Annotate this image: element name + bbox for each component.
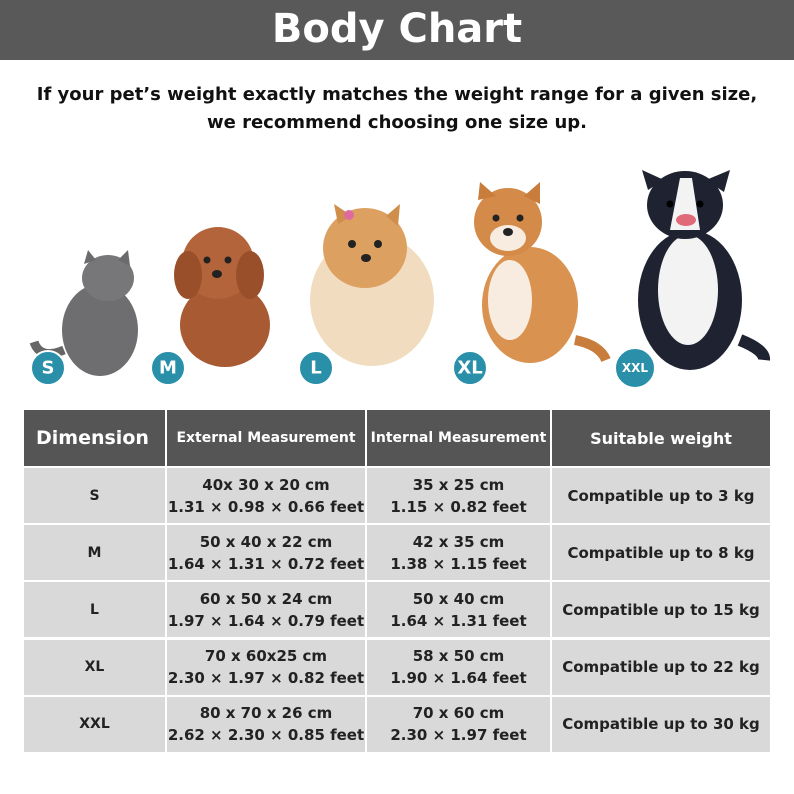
table-cell: 80 x 70 x 26 cm 2.62 × 2.30 × 0.85 feet <box>167 696 365 752</box>
badge-circle <box>150 350 186 386</box>
border-collie <box>638 170 770 370</box>
table-cell: Compatible up to 15 kg <box>552 582 770 638</box>
poodle <box>174 227 270 367</box>
cell-line: 80 x 70 x 26 cm <box>199 704 333 723</box>
cell-line: 70 x 60 cm <box>412 704 505 723</box>
badge-label: XXL <box>622 361 649 375</box>
cell-line: Compatible up to 22 kg <box>562 658 760 677</box>
banner-title: Body Chart <box>0 0 794 60</box>
cell-line: Compatible up to 3 kg <box>567 486 755 505</box>
table-cell: 58 x 50 cm 1.90 × 1.64 feet <box>367 639 550 695</box>
table-cell: L <box>24 582 165 638</box>
table-cell: XL <box>24 639 165 695</box>
cell-line: 1.97 × 1.64 × 0.79 feet <box>167 611 365 630</box>
cell-line: 1.90 × 1.64 feet <box>390 669 527 688</box>
cell-line: 1.64 × 1.31 × 0.72 feet <box>167 554 365 573</box>
table-cell: 40x 30 x 20 cm 1.31 × 0.98 × 0.66 feet <box>167 468 365 523</box>
table-cell: 35 x 25 cm 1.15 × 0.82 feet <box>367 468 550 523</box>
size-label: XL <box>84 659 105 676</box>
cell-line: 1.31 × 0.98 × 0.66 feet <box>167 497 365 516</box>
table-cell: Compatible up to 30 kg <box>552 696 770 752</box>
badge-circle <box>298 350 334 386</box>
badge-label: S <box>42 358 55 379</box>
size-badges: S M L XL XXL <box>30 347 656 389</box>
cell-line: 70 x 60x25 cm <box>204 647 328 666</box>
size-label: XXL <box>79 716 110 733</box>
cat <box>29 250 138 376</box>
header-cell: Internal Measurement <box>367 410 550 466</box>
pomeranian <box>310 204 434 366</box>
table-cell: M <box>24 525 165 581</box>
table-cell: 60 x 50 x 24 cm 1.97 × 1.64 × 0.79 feet <box>167 582 365 638</box>
table-cell: Compatible up to 8 kg <box>552 525 770 581</box>
table-cell: Compatible up to 22 kg <box>552 639 770 695</box>
cell-line: 1.15 × 0.82 feet <box>390 497 527 516</box>
cell-line: 35 x 25 cm <box>412 475 505 494</box>
cell-line: 1.64 × 1.31 feet <box>390 611 527 630</box>
badge-label: M <box>159 358 177 379</box>
table-cell: 42 x 35 cm 1.38 × 1.15 feet <box>367 525 550 581</box>
badge-label: XL <box>457 358 482 379</box>
cell-line: Compatible up to 15 kg <box>562 600 760 619</box>
cell-line: 2.62 × 2.30 × 0.85 feet <box>167 726 365 745</box>
table-cell: XXL <box>24 696 165 752</box>
cell-line: 2.30 × 1.97 feet <box>390 726 527 745</box>
badge-circle <box>30 350 66 386</box>
cell-line: 42 x 35 cm <box>412 532 505 551</box>
header-text: Suitable weight <box>590 428 732 448</box>
badge-label: L <box>310 358 321 379</box>
cell-line: Compatible up to 8 kg <box>567 543 755 562</box>
pets-illustration: S M L XL XXL <box>29 170 770 389</box>
header-cell: Dimension <box>24 410 165 466</box>
badge-circle <box>614 347 656 389</box>
badge-circle <box>452 350 488 386</box>
note-line: If your pet’s weight exactly matches the… <box>36 84 758 105</box>
table-cell: Compatible up to 3 kg <box>552 468 770 523</box>
table-cell: 70 x 60x25 cm 2.30 × 1.97 × 0.82 feet <box>167 639 365 695</box>
header-cell: Suitable weight <box>552 410 770 466</box>
cell-line: Compatible up to 30 kg <box>562 715 760 734</box>
cell-line: 1.38 × 1.15 feet <box>390 554 527 573</box>
header-text: External Measurement <box>176 430 356 446</box>
table-cell: 50 x 40 cm 1.64 × 1.31 feet <box>367 582 550 638</box>
header-text: Internal Measurement <box>370 430 547 446</box>
header-cell: External Measurement <box>167 410 365 466</box>
table-cell: 50 x 40 x 22 cm 1.64 × 1.31 × 0.72 feet <box>167 525 365 581</box>
shiba <box>474 182 611 363</box>
cell-line: 60 x 50 x 24 cm <box>199 589 333 608</box>
cell-line: 50 x 40 cm <box>412 589 505 608</box>
size-label: L <box>90 601 99 618</box>
header-text: Dimension <box>36 427 149 449</box>
cell-line: 40x 30 x 20 cm <box>202 475 330 494</box>
cell-line: 58 x 50 cm <box>412 647 505 666</box>
table-cell: 70 x 60 cm 2.30 × 1.97 feet <box>367 696 550 752</box>
table-cell: S <box>24 468 165 523</box>
size-label: M <box>87 544 102 561</box>
cell-line: 2.30 × 1.97 × 0.82 feet <box>167 669 365 688</box>
cell-line: 50 x 40 x 22 cm <box>199 532 333 551</box>
size-label: S <box>89 487 100 504</box>
note-line: we recommend choosing one size up. <box>206 112 587 133</box>
